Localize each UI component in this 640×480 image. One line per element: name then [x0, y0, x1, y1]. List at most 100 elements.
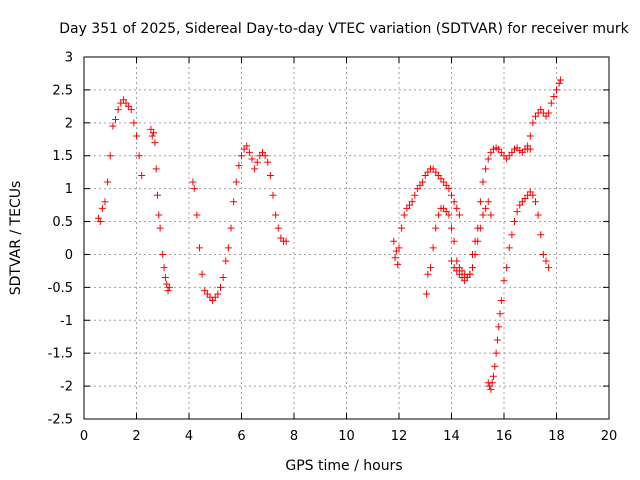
data-point [556, 76, 564, 84]
data-point [130, 119, 138, 127]
data-point [487, 385, 495, 393]
data-point [114, 106, 122, 114]
x-tick-label: 2 [132, 429, 140, 444]
data-point [253, 158, 261, 166]
data-point [245, 148, 253, 156]
data-point [529, 119, 537, 127]
data-point [150, 129, 158, 137]
data-point [235, 162, 243, 170]
data-point [550, 92, 558, 100]
data-point [133, 132, 140, 140]
data-point [217, 283, 224, 291]
x-tick-label: 4 [185, 429, 193, 444]
series-segment-8 [524, 76, 564, 153]
y-axis-label: SDTVAR / TECUs [8, 181, 24, 296]
data-point [395, 244, 403, 252]
data-point [505, 244, 513, 252]
series-segment-7 [484, 188, 553, 393]
data-point [479, 211, 487, 219]
x-tick-label: 18 [548, 429, 565, 444]
data-point [482, 165, 490, 173]
y-tick-label: -1 [60, 314, 73, 329]
data-point [469, 250, 476, 258]
data-point [545, 264, 553, 272]
data-point [466, 270, 474, 278]
data-point [434, 211, 442, 219]
data-point [190, 185, 198, 193]
data-point [508, 231, 516, 239]
y-tick-label: 3 [65, 51, 73, 66]
data-point [526, 132, 534, 140]
data-point [282, 237, 290, 245]
data-point [500, 277, 508, 285]
data-point [484, 155, 492, 163]
x-axis-label: GPS time / hours [285, 458, 402, 474]
series-segment-4 [390, 165, 463, 268]
data-point [230, 198, 238, 206]
x-tick-label: 12 [391, 429, 408, 444]
data-point [232, 178, 240, 186]
data-point [189, 178, 197, 186]
x-tick-label: 16 [496, 429, 513, 444]
y-tick-label: -0.5 [48, 281, 73, 296]
data-point [193, 211, 201, 219]
data-point [545, 109, 553, 117]
chart-title: Day 351 of 2025, Sidereal Day-to-day VTE… [59, 21, 629, 37]
data-point [537, 231, 545, 239]
data-point [135, 152, 143, 160]
data-marks [94, 76, 564, 393]
y-tick-label: -2.5 [48, 413, 73, 428]
y-tick-label: -1.5 [48, 347, 73, 362]
data-point [488, 379, 496, 387]
data-point [214, 290, 222, 298]
y-tick-label: 0.5 [52, 215, 73, 230]
y-tick-label: 2.5 [52, 83, 73, 98]
data-point [198, 270, 206, 278]
data-point [274, 224, 282, 232]
data-point [424, 270, 432, 278]
data-point [243, 142, 251, 150]
data-point [400, 211, 408, 219]
y-tick-label: 1.5 [52, 149, 73, 164]
data-point [160, 264, 168, 272]
data-point [532, 198, 539, 206]
data-point [138, 171, 146, 179]
x-tick-label: 8 [290, 429, 298, 444]
data-point [427, 264, 434, 272]
data-point [529, 191, 537, 199]
data-point [155, 211, 163, 219]
data-point [219, 273, 227, 281]
y-tick-label: 1 [65, 182, 73, 197]
series-segment-3 [189, 142, 290, 305]
data-point [109, 122, 117, 130]
data-point [148, 132, 156, 140]
data-point [96, 218, 104, 226]
data-point [391, 254, 399, 262]
data-point [432, 224, 440, 232]
grid [84, 57, 609, 419]
data-point [497, 297, 505, 305]
data-point [156, 224, 164, 232]
data-point [164, 287, 172, 295]
data-point [419, 178, 427, 186]
data-point [474, 224, 482, 232]
data-point [398, 224, 406, 232]
data-point [261, 152, 269, 160]
data-point [479, 178, 487, 186]
data-point [542, 257, 550, 265]
data-point [482, 204, 490, 212]
data-point [227, 224, 235, 232]
data-point [495, 323, 503, 331]
data-point [161, 273, 169, 281]
data-point [165, 283, 173, 291]
data-point [251, 165, 259, 173]
data-point [112, 116, 119, 124]
data-point [471, 237, 479, 245]
data-point [98, 204, 106, 212]
data-point [450, 237, 458, 245]
data-point [159, 250, 167, 258]
data-point [269, 191, 277, 199]
data-point [491, 362, 499, 370]
data-point [408, 198, 416, 206]
